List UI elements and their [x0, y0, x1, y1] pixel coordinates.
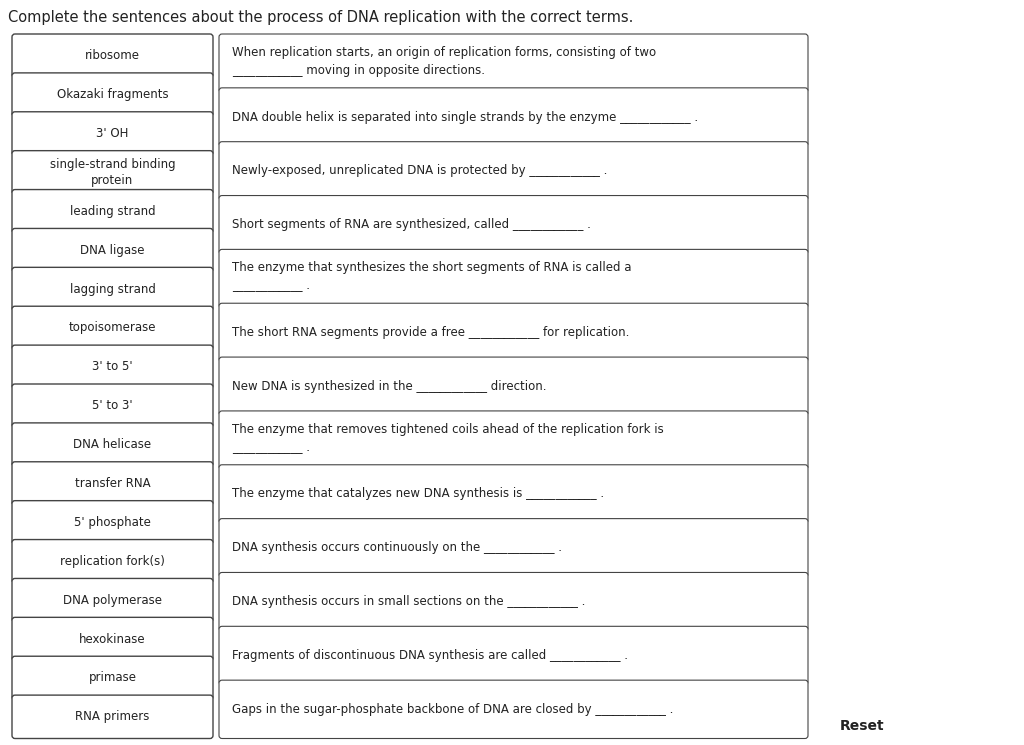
FancyBboxPatch shape	[12, 695, 213, 738]
Text: DNA double helix is separated into single strands by the enzyme ____________ .: DNA double helix is separated into singl…	[232, 110, 698, 124]
Text: replication fork(s): replication fork(s)	[60, 555, 165, 568]
Text: The enzyme that synthesizes the short segments of RNA is called a: The enzyme that synthesizes the short se…	[232, 261, 632, 274]
FancyBboxPatch shape	[12, 189, 213, 233]
FancyBboxPatch shape	[12, 539, 213, 583]
FancyBboxPatch shape	[12, 150, 213, 194]
FancyBboxPatch shape	[219, 250, 808, 308]
Text: Fragments of discontinuous DNA synthesis are called ____________ .: Fragments of discontinuous DNA synthesis…	[232, 649, 628, 662]
FancyBboxPatch shape	[12, 384, 213, 428]
Text: Reset: Reset	[840, 719, 885, 733]
Text: ribosome: ribosome	[85, 49, 140, 62]
Text: 5' phosphate: 5' phosphate	[74, 516, 151, 529]
Text: lagging strand: lagging strand	[70, 282, 156, 296]
Text: DNA synthesis occurs continuously on the ____________ .: DNA synthesis occurs continuously on the…	[232, 542, 562, 554]
FancyBboxPatch shape	[219, 627, 808, 685]
FancyBboxPatch shape	[219, 680, 808, 738]
FancyBboxPatch shape	[12, 229, 213, 272]
Text: primase: primase	[88, 671, 136, 685]
FancyBboxPatch shape	[219, 411, 808, 469]
Text: RNA primers: RNA primers	[76, 710, 150, 723]
FancyBboxPatch shape	[12, 578, 213, 622]
Text: transfer RNA: transfer RNA	[75, 477, 151, 490]
FancyBboxPatch shape	[219, 303, 808, 361]
Text: hexokinase: hexokinase	[79, 633, 145, 645]
Text: The enzyme that removes tightened coils ahead of the replication fork is: The enzyme that removes tightened coils …	[232, 422, 664, 436]
FancyBboxPatch shape	[12, 423, 213, 466]
Text: ____________ moving in opposite directions.: ____________ moving in opposite directio…	[232, 64, 485, 77]
Text: 3' OH: 3' OH	[96, 127, 129, 140]
Text: The short RNA segments provide a free ____________ for replication.: The short RNA segments provide a free __…	[232, 326, 630, 339]
FancyBboxPatch shape	[12, 618, 213, 661]
Text: leading strand: leading strand	[70, 205, 156, 218]
Text: DNA polymerase: DNA polymerase	[63, 594, 162, 606]
FancyBboxPatch shape	[219, 88, 808, 146]
Text: DNA ligase: DNA ligase	[80, 244, 144, 256]
FancyBboxPatch shape	[219, 357, 808, 416]
FancyBboxPatch shape	[219, 519, 808, 577]
FancyBboxPatch shape	[12, 306, 213, 349]
FancyBboxPatch shape	[12, 656, 213, 700]
FancyBboxPatch shape	[12, 112, 213, 155]
Text: ____________ .: ____________ .	[232, 441, 310, 454]
FancyBboxPatch shape	[12, 267, 213, 311]
FancyBboxPatch shape	[12, 501, 213, 544]
Text: Okazaki fragments: Okazaki fragments	[56, 88, 168, 101]
Text: When replication starts, an origin of replication forms, consisting of two: When replication starts, an origin of re…	[232, 45, 656, 59]
Text: The enzyme that catalyzes new DNA synthesis is ____________ .: The enzyme that catalyzes new DNA synthe…	[232, 487, 604, 501]
Text: single-strand binding
protein: single-strand binding protein	[50, 158, 175, 187]
Text: Newly-exposed, unreplicated DNA is protected by ____________ .: Newly-exposed, unreplicated DNA is prote…	[232, 165, 607, 177]
FancyBboxPatch shape	[12, 462, 213, 505]
FancyBboxPatch shape	[12, 34, 213, 77]
FancyBboxPatch shape	[12, 73, 213, 116]
Text: DNA helicase: DNA helicase	[74, 438, 152, 451]
Text: ____________ .: ____________ .	[232, 279, 310, 292]
Text: 3' to 5': 3' to 5'	[92, 361, 133, 373]
Text: New DNA is synthesized in the ____________ direction.: New DNA is synthesized in the __________…	[232, 380, 547, 393]
FancyBboxPatch shape	[219, 195, 808, 254]
FancyBboxPatch shape	[219, 142, 808, 200]
FancyBboxPatch shape	[219, 34, 808, 92]
Text: Gaps in the sugar-phosphate backbone of DNA are closed by ____________ .: Gaps in the sugar-phosphate backbone of …	[232, 703, 674, 716]
FancyBboxPatch shape	[219, 465, 808, 523]
Text: topoisomerase: topoisomerase	[69, 321, 157, 335]
Text: 5' to 3': 5' to 3'	[92, 399, 133, 412]
FancyBboxPatch shape	[12, 345, 213, 388]
Text: Complete the sentences about the process of DNA replication with the correct ter: Complete the sentences about the process…	[8, 10, 634, 25]
FancyBboxPatch shape	[219, 572, 808, 631]
Text: Short segments of RNA are synthesized, called ____________ .: Short segments of RNA are synthesized, c…	[232, 218, 591, 231]
Text: DNA synthesis occurs in small sections on the ____________ .: DNA synthesis occurs in small sections o…	[232, 595, 586, 608]
